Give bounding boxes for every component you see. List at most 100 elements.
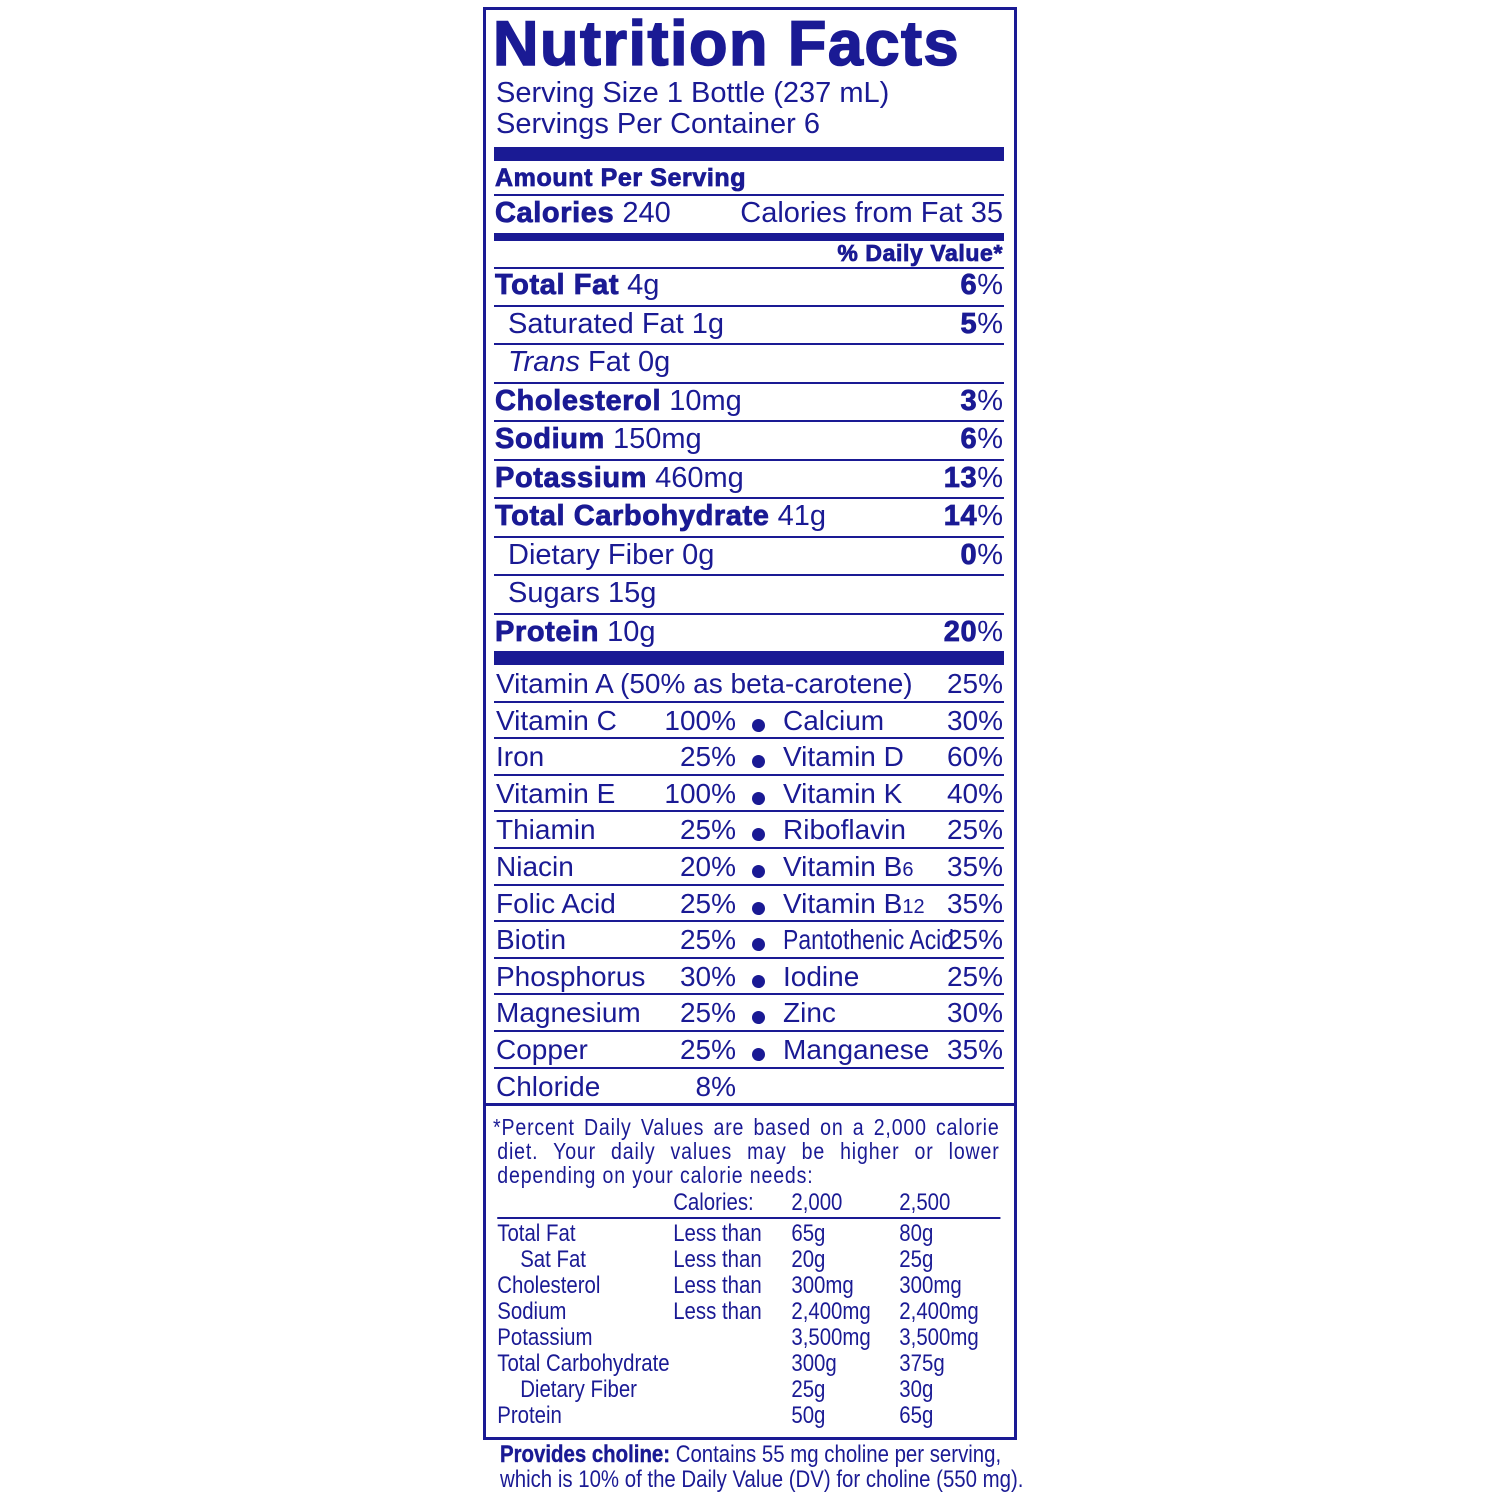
- pct-value: 3: [960, 384, 978, 417]
- vitamin-name-text: Iodine: [783, 960, 860, 992]
- nutrient-pct: 5%: [960, 307, 1003, 341]
- dv-qualifier: Less than: [673, 1246, 762, 1273]
- dv-2500: 30g: [899, 1376, 934, 1403]
- dv-2500: 2,400mg: [899, 1298, 979, 1325]
- nutrient-amount: Fat 0g: [588, 346, 671, 378]
- nutrient-label: Protein: [495, 615, 600, 648]
- vitamin-row: Vitamin C 100% Calcium 30%: [494, 703, 1004, 740]
- nutrient-name: Trans Fat 0g: [508, 345, 670, 379]
- vitamin-pct: 25%: [679, 814, 736, 846]
- dv-nutrient: Potassium: [497, 1324, 593, 1351]
- vitamin-name-text: Zinc: [783, 997, 836, 1029]
- calories-label: Calories: [495, 197, 615, 230]
- nutrient-row: Protein 10g 20%: [494, 615, 1004, 653]
- vitamin-name: Vitamin K: [783, 776, 902, 815]
- vitamin-row: Folic Acid 25% Vitamin B12 35%: [494, 886, 1004, 923]
- serving-size: Serving Size 1 Bottle (237 mL): [496, 77, 890, 109]
- servings-per-container: Servings Per Container 6: [496, 108, 820, 140]
- vitamin-name: Riboflavin: [783, 812, 906, 851]
- dv-2000: 300mg: [791, 1272, 854, 1299]
- footnote-line: *Percent Daily Values are based on a 2,0…: [493, 1114, 1000, 1140]
- dv-qualifier: Less than: [673, 1220, 762, 1247]
- vitamin-name: Vitamin D: [783, 739, 904, 778]
- calories-header-2500: 2,500: [899, 1189, 951, 1216]
- daily-value-header: % Daily Value*: [837, 240, 1003, 267]
- dv-qualifier: Less than: [673, 1298, 762, 1325]
- vitamin-name-text: Riboflavin: [783, 814, 906, 846]
- calories-row: Calories 240: [495, 197, 671, 230]
- vitamin-pct: 25%: [679, 997, 736, 1029]
- pct-sign: %: [977, 423, 1003, 455]
- dv-nutrient: Total Carbohydrate: [497, 1350, 670, 1377]
- pct-value: 6: [960, 269, 978, 302]
- vitamin-pct: 25%: [679, 887, 736, 919]
- vitamin-name: Calcium: [783, 703, 884, 742]
- pct-sign: %: [977, 538, 1003, 571]
- dv-2500: 300mg: [899, 1272, 962, 1299]
- vitamin-name-text: Vitamin K: [783, 777, 903, 809]
- nutrient-amount: 41g: [777, 500, 826, 532]
- dv-nutrient: Dietary Fiber: [520, 1376, 637, 1403]
- nutrient-pct: 20%: [943, 615, 1003, 649]
- nutrient-row: Sodium 150mg 6%: [494, 422, 1004, 461]
- vitamin-row: Biotin 25% Pantothenic Acid 25%: [494, 922, 1004, 959]
- vitamin-row: Thiamin 25% Riboflavin 25%: [494, 812, 1004, 849]
- pct-sign: %: [977, 500, 1003, 532]
- nutrient-pct: 13%: [943, 461, 1003, 495]
- amount-per-serving: Amount Per Serving: [495, 164, 747, 193]
- bullet-icon: [752, 718, 765, 732]
- calories-header-label: Calories:: [673, 1189, 754, 1216]
- vitamin-pct: 30%: [946, 704, 1003, 736]
- nutrient-name: Cholesterol 10mg: [495, 384, 742, 418]
- nutrient-label: Total Carbohydrate: [495, 500, 770, 533]
- vitamin-pct: 100%: [664, 704, 736, 736]
- calories-from-fat: Calories from Fat 35: [740, 197, 1003, 229]
- dv-2000: 20g: [791, 1246, 826, 1273]
- nutrient-row: Potassium 460mg 13%: [494, 461, 1004, 499]
- pct-value: 13: [943, 461, 978, 494]
- dv-2000: 2,400mg: [791, 1298, 871, 1325]
- vitamin-pct: 25%: [679, 1034, 736, 1065]
- calories-value: 240: [622, 197, 671, 229]
- nutrient-name: Saturated Fat 1g: [508, 307, 724, 341]
- chloride-row: Chloride 8%: [494, 1069, 1004, 1104]
- pct-value: 14: [943, 500, 978, 533]
- vitamin-a-row: Vitamin A (50% as beta-carotene) 25%: [494, 666, 1004, 703]
- choline-line2: which is 10% of the Daily Value (DV) for…: [500, 1466, 1024, 1493]
- nutrient-label: Sodium: [495, 423, 605, 456]
- nutrient-pct: 3%: [960, 384, 1003, 418]
- nutrient-label: Potassium: [495, 461, 648, 494]
- nutrient-name: Dietary Fiber 0g: [508, 538, 714, 572]
- vitamin-name: Phosphorus: [496, 960, 646, 992]
- vitamin-name: Vitamin C: [496, 704, 617, 736]
- vitamin-name: Vitamin B6: [783, 849, 913, 888]
- chloride-pct: 8%: [695, 1070, 736, 1102]
- vitamin-name: Thiamin: [496, 814, 596, 846]
- vitamin-pct: 25%: [946, 960, 1003, 992]
- dv-2000: 65g: [791, 1220, 826, 1247]
- pct-sign: %: [977, 307, 1003, 340]
- footnote-line: depending on your calorie needs:: [497, 1162, 814, 1188]
- divider: [497, 1217, 1001, 1219]
- nutrient-label: Dietary Fiber: [508, 538, 674, 571]
- nutrient-amount: 150mg: [613, 423, 702, 455]
- thick-divider: [494, 147, 1004, 161]
- nutrient-label: Saturated Fat: [508, 307, 684, 340]
- thick-divider: [494, 651, 1004, 665]
- bullet-icon: [752, 755, 765, 769]
- vitamin-row: Phosphorus 30% Iodine 25%: [494, 959, 1004, 996]
- vitamin-pct: 30%: [946, 997, 1003, 1029]
- nutrient-name: Sodium 150mg: [495, 422, 702, 456]
- bullet-icon: [752, 901, 765, 915]
- nutrient-row: Sugars 15g: [494, 576, 1004, 615]
- dv-2500: 65g: [899, 1402, 934, 1429]
- dv-2000: 300g: [791, 1350, 837, 1377]
- vitamin-pct: 25%: [946, 924, 1003, 956]
- nutrient-name: Total Fat 4g: [495, 268, 660, 302]
- nutrient-pct: 0%: [960, 538, 1003, 572]
- vitamin-row: Iron 25% Vitamin D 60%: [494, 739, 1004, 776]
- vitamin-pct: 35%: [946, 887, 1003, 919]
- dv-nutrient: Cholesterol: [497, 1272, 601, 1299]
- vitamin-name: Niacin: [496, 851, 574, 882]
- nutrient-label: Cholesterol: [495, 384, 662, 417]
